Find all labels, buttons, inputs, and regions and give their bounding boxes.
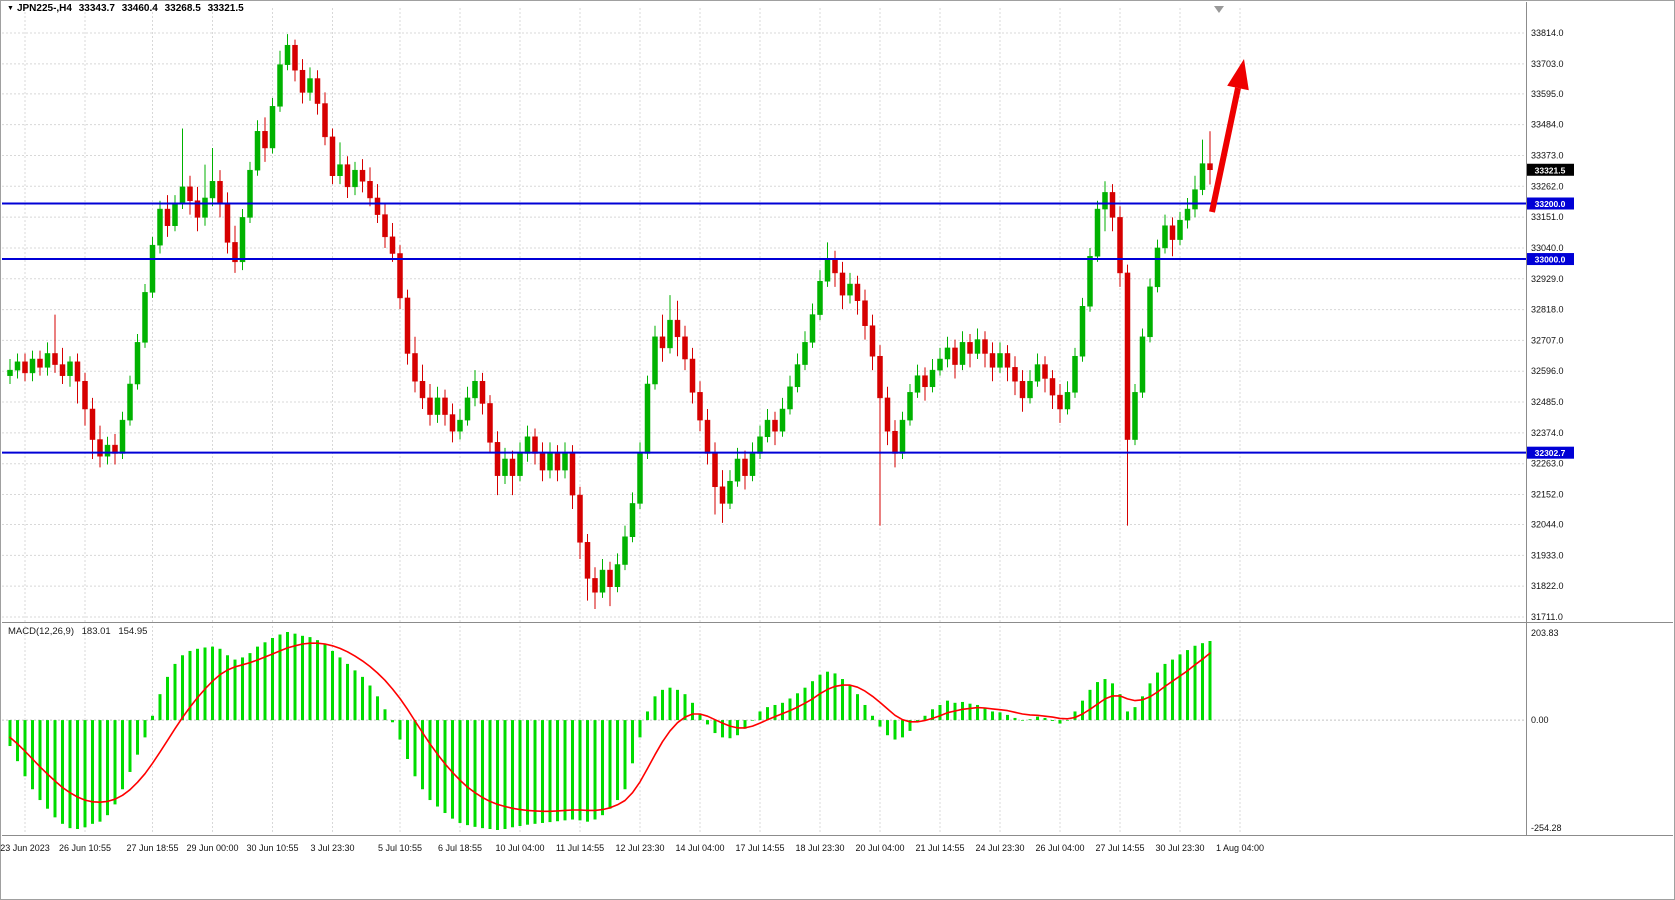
svg-text:12 Jul 23:30: 12 Jul 23:30 [615,843,664,853]
quote-low: 33268.5 [164,3,201,14]
svg-text:33200.0: 33200.0 [1535,199,1566,209]
svg-text:20 Jul 04:00: 20 Jul 04:00 [855,843,904,853]
svg-text:32263.0: 32263.0 [1531,459,1564,469]
svg-text:6 Jul 18:55: 6 Jul 18:55 [438,843,482,853]
svg-text:32374.0: 32374.0 [1531,428,1564,438]
svg-text:33373.0: 33373.0 [1531,150,1564,160]
svg-text:-254.28: -254.28 [1531,823,1562,833]
svg-text:33595.0: 33595.0 [1531,89,1564,99]
svg-text:0.00: 0.00 [1531,715,1549,725]
time-axis[interactable]: 23 Jun 2023 26 Jun 10:55 27 Jun 18:55 29 Ju… [0,843,1264,853]
svg-text:33703.0: 33703.0 [1531,59,1564,69]
svg-text:32302.7: 32302.7 [1535,448,1566,458]
svg-text:29 Jun 00:00: 29 Jun 00:00 [186,843,238,853]
macd-signal-value: 154.95 [118,626,148,637]
svg-text:32152.0: 32152.0 [1531,490,1564,500]
svg-text:33321.5: 33321.5 [1535,165,1566,175]
svg-text:26 Jun 10:55: 26 Jun 10:55 [59,843,111,853]
svg-text:33262.0: 33262.0 [1531,181,1564,191]
svg-text:27 Jul 14:55: 27 Jul 14:55 [1095,843,1144,853]
svg-text:14 Jul 04:00: 14 Jul 04:00 [675,843,724,853]
svg-text:31822.0: 31822.0 [1531,581,1564,591]
svg-text:5 Jul 10:55: 5 Jul 10:55 [378,843,422,853]
macd-main-value: 183.01 [81,626,111,637]
chart-shift-marker[interactable] [1214,6,1224,13]
quote-close: 33321.5 [207,3,244,14]
svg-text:10 Jul 04:00: 10 Jul 04:00 [495,843,544,853]
price-level-badges: 33200.0 33000.0 32302.7 33321.5 [1527,163,1574,459]
svg-text:1 Aug 04:00: 1 Aug 04:00 [1216,843,1264,853]
svg-text:203.83: 203.83 [1531,628,1559,638]
svg-text:27 Jun 18:55: 27 Jun 18:55 [126,843,178,853]
svg-text:26 Jul 04:00: 26 Jul 04:00 [1035,843,1084,853]
grid [2,8,1526,834]
svg-text:32707.0: 32707.0 [1531,335,1564,345]
svg-text:3 Jul 23:30: 3 Jul 23:30 [310,843,354,853]
macd-axis[interactable]: 203.83 0.00 -254.28 [1531,628,1562,833]
svg-text:32485.0: 32485.0 [1531,397,1564,407]
svg-text:18 Jul 23:30: 18 Jul 23:30 [795,843,844,853]
svg-text:33040.0: 33040.0 [1531,243,1564,253]
svg-text:33814.0: 33814.0 [1531,28,1564,38]
svg-text:33000.0: 33000.0 [1535,255,1566,265]
up-trend-arrow[interactable] [1209,59,1249,213]
quote-bar: ▼ JPN225-,H4 33343.7 33460.4 33268.5 3332… [7,3,248,14]
svg-text:30 Jul 23:30: 30 Jul 23:30 [1155,843,1204,853]
svg-text:32044.0: 32044.0 [1531,520,1564,530]
dropdown-icon: ▼ [7,5,14,12]
candlesticks [7,34,1213,609]
macd-name: MACD(12,26,9) [8,626,74,637]
horizontal-level-lines[interactable] [2,202,1526,454]
quote-high: 33460.4 [121,3,158,14]
svg-text:24 Jul 23:30: 24 Jul 23:30 [975,843,1024,853]
svg-text:30 Jun 10:55: 30 Jun 10:55 [246,843,298,853]
svg-text:31711.0: 31711.0 [1531,612,1563,622]
svg-text:32929.0: 32929.0 [1531,274,1564,284]
svg-text:33484.0: 33484.0 [1531,120,1564,130]
symbol-period-label: JPN225-,H4 [16,3,72,14]
price-axis[interactable]: 33814.0 33703.0 33595.0 33484.0 33373.0 33262… [1531,28,1564,622]
svg-text:32596.0: 32596.0 [1531,366,1564,376]
macd-indicator-label: MACD(12,26,9) 183.01 154.95 [8,626,152,637]
svg-text:17 Jul 14:55: 17 Jul 14:55 [735,843,784,853]
macd-panel [2,632,1526,830]
svg-text:23 Jun 2023: 23 Jun 2023 [0,843,50,853]
svg-text:33151.0: 33151.0 [1531,212,1564,222]
svg-text:32818.0: 32818.0 [1531,305,1564,315]
svg-text:21 Jul 14:55: 21 Jul 14:55 [915,843,964,853]
svg-text:31933.0: 31933.0 [1531,550,1564,560]
quote-open: 33343.7 [78,3,115,14]
svg-text:11 Jul 14:55: 11 Jul 14:55 [556,843,604,853]
